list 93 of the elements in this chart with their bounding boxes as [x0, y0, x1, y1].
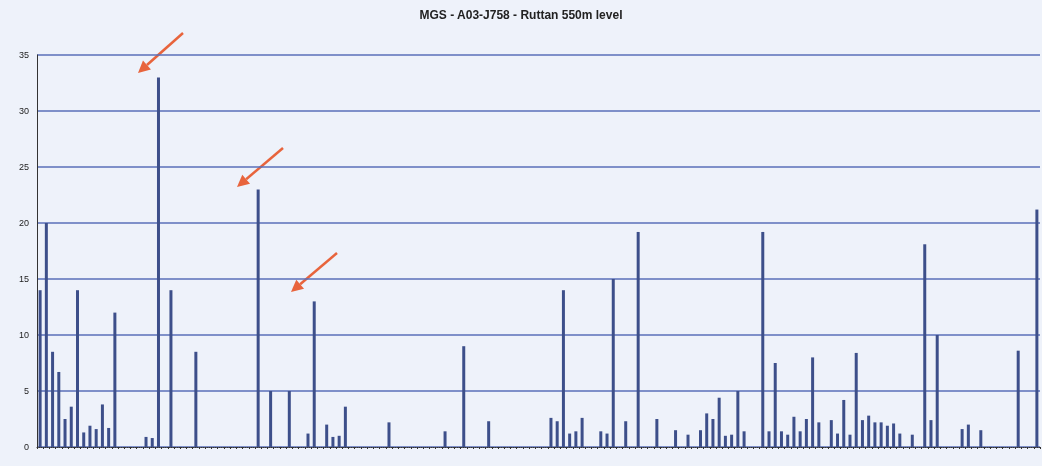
bar — [698, 430, 702, 447]
bar — [742, 431, 746, 447]
bar — [779, 431, 783, 447]
bar — [854, 352, 858, 447]
y-tick-label: 20 — [18, 218, 29, 228]
bar — [144, 436, 148, 447]
bar — [113, 312, 117, 447]
bar — [306, 433, 310, 447]
bar — [717, 397, 721, 447]
bar — [387, 422, 391, 447]
bar — [88, 425, 92, 447]
y-tick-label: 35 — [18, 50, 29, 60]
bar — [792, 416, 796, 447]
bar — [555, 421, 559, 447]
bar — [892, 423, 896, 447]
bar — [38, 290, 42, 447]
chart-title: MGS - A03-J758 - Ruttan 550m level — [419, 8, 623, 22]
bar — [773, 363, 777, 447]
bar — [929, 420, 933, 447]
bar — [561, 290, 565, 447]
y-tick-label: 30 — [18, 106, 29, 116]
bar — [674, 430, 678, 447]
bar — [487, 421, 491, 447]
bar — [287, 391, 291, 447]
bar — [580, 417, 584, 447]
y-tick-label: 15 — [18, 274, 29, 284]
bar — [156, 77, 160, 447]
bar — [817, 422, 821, 447]
bar — [256, 189, 260, 447]
bar — [337, 435, 341, 447]
y-tick-label: 5 — [23, 386, 29, 396]
bar — [686, 434, 690, 447]
bar — [879, 422, 883, 447]
bar — [331, 436, 335, 447]
bar — [82, 432, 86, 447]
bar — [836, 433, 840, 447]
bar — [705, 413, 709, 447]
bar — [898, 433, 902, 447]
bar — [75, 290, 79, 447]
bar — [979, 430, 983, 447]
bar — [960, 429, 964, 447]
bar — [711, 419, 715, 447]
bar — [611, 279, 615, 447]
bar — [842, 399, 846, 447]
bar — [57, 371, 61, 447]
bar — [51, 351, 55, 447]
bar — [194, 351, 198, 447]
bar — [811, 357, 815, 447]
bar — [767, 431, 771, 447]
bar — [443, 431, 447, 447]
bar — [312, 301, 316, 447]
bar — [786, 434, 790, 447]
bar — [829, 420, 833, 447]
bar — [655, 419, 659, 447]
bar — [723, 435, 727, 447]
y-tick-label: 25 — [18, 162, 29, 172]
bar — [1016, 350, 1020, 447]
bar — [860, 420, 864, 447]
bar — [343, 406, 347, 447]
bar — [798, 431, 802, 447]
bar — [935, 335, 939, 447]
bar — [761, 231, 765, 447]
bar — [885, 425, 889, 447]
bar — [804, 419, 808, 447]
bar — [44, 223, 48, 447]
bar — [736, 391, 740, 447]
bar — [605, 433, 609, 447]
bar — [169, 290, 173, 447]
bar — [549, 417, 553, 447]
bar — [568, 433, 572, 447]
bar — [63, 419, 67, 447]
bar — [730, 434, 734, 447]
bar — [873, 422, 877, 447]
bar — [923, 244, 927, 447]
bar — [574, 431, 578, 447]
bar — [94, 429, 98, 447]
bar — [69, 406, 73, 447]
bar — [269, 391, 273, 447]
bar — [462, 346, 466, 447]
bar — [150, 438, 154, 447]
bar — [599, 431, 603, 447]
bar — [636, 231, 640, 447]
y-tick-label: 0 — [23, 442, 29, 452]
bar — [966, 424, 970, 447]
bar — [100, 404, 104, 447]
bar — [848, 434, 852, 447]
bar — [107, 427, 111, 447]
bar — [325, 424, 329, 447]
bar — [624, 421, 628, 447]
bar — [910, 434, 914, 447]
bar — [1035, 209, 1039, 447]
bar — [867, 415, 871, 447]
y-tick-label: 10 — [18, 330, 29, 340]
